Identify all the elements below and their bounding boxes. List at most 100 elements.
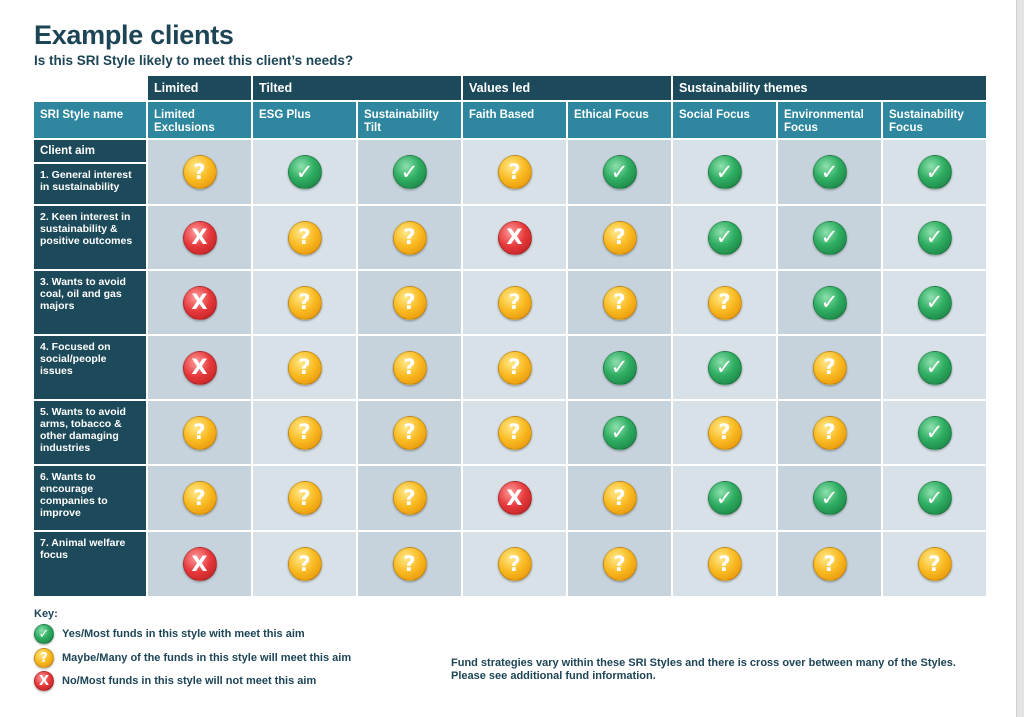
rating-cell: ?	[253, 532, 358, 598]
question-icon: ?	[287, 220, 322, 255]
rating-cell: ?	[778, 336, 883, 401]
client-aim-row-label: 3. Wants to avoid coal, oil and gas majo…	[34, 271, 148, 336]
question-icon: ?	[392, 350, 427, 385]
rating-cell: ✓	[253, 140, 358, 206]
question-icon: ?	[602, 547, 637, 581]
rating-cell: ?	[673, 271, 778, 336]
rating-cell: ?	[463, 336, 568, 401]
question-icon: ?	[287, 350, 322, 385]
question-icon: ?	[497, 415, 532, 450]
rating-cell: ✓	[883, 206, 988, 271]
check-icon: ✓	[392, 155, 427, 189]
key-item-maybe: ? Maybe/Many of the funds in this style w…	[34, 648, 351, 668]
question-icon: ?	[602, 220, 637, 255]
check-icon: ✓	[917, 350, 952, 385]
rating-cell: X	[148, 206, 253, 271]
key-item-no: X No/Most funds in this style will not me…	[34, 671, 316, 691]
rating-cell: ?	[463, 532, 568, 598]
check-icon: ✓	[812, 155, 847, 189]
rating-cell: ?	[358, 336, 463, 401]
rating-cell: ?	[148, 401, 253, 466]
question-icon: ?	[707, 415, 742, 450]
rating-cell: ?	[463, 140, 568, 206]
rating-cell: ?	[568, 532, 673, 598]
rating-cell: ?	[148, 140, 253, 206]
check-icon: ✓	[707, 155, 742, 189]
rating-cell: ✓	[883, 271, 988, 336]
question-icon: ?	[707, 547, 742, 581]
check-icon: ✓	[917, 415, 952, 450]
key-title: Key:	[34, 608, 58, 620]
question-icon: ?	[392, 547, 427, 581]
question-icon: ?	[287, 415, 322, 450]
page-title: Example clients	[34, 20, 234, 50]
check-icon: ✓	[602, 415, 637, 450]
style-header: Social Focus	[673, 102, 778, 140]
rating-cell: ?	[148, 466, 253, 532]
rating-cell: ✓	[883, 401, 988, 466]
rating-cell: ?	[673, 401, 778, 466]
question-icon: ?	[497, 350, 532, 385]
rating-cell: ✓	[673, 336, 778, 401]
question-icon: ?	[812, 547, 847, 581]
rating-cell: ?	[778, 532, 883, 598]
check-icon: ✓	[287, 155, 322, 189]
check-icon: ✓	[917, 285, 952, 320]
style-header: Limited Exclusions	[148, 102, 253, 140]
rating-cell: ?	[253, 271, 358, 336]
fund-note-line-1: Fund strategies vary within these SRI St…	[451, 657, 956, 669]
rating-cell: ?	[253, 466, 358, 532]
key-item-text: No/Most funds in this style will not mee…	[62, 675, 317, 687]
rating-cell: ?	[358, 206, 463, 271]
rating-cell: ?	[358, 401, 463, 466]
rating-cell: ✓	[778, 206, 883, 271]
question-icon: ?	[707, 285, 742, 320]
check-icon: ✓	[707, 350, 742, 385]
check-icon: ✓	[917, 481, 952, 515]
client-aim-row-label: 7. Animal welfare focus	[34, 532, 148, 598]
page-edge	[1016, 0, 1024, 717]
rating-cell: ✓	[568, 401, 673, 466]
question-icon: ?	[182, 155, 217, 189]
question-icon: ?	[497, 155, 532, 189]
question-icon: ?	[287, 481, 322, 515]
check-icon: ✓	[34, 624, 54, 644]
rating-cell: X	[148, 532, 253, 598]
check-icon: ✓	[917, 220, 952, 255]
style-header: Faith Based	[463, 102, 568, 140]
question-icon: ?	[392, 481, 427, 515]
question-icon: ?	[917, 547, 952, 581]
question-icon: ?	[392, 415, 427, 450]
question-icon: ?	[287, 285, 322, 320]
rating-cell: X	[148, 271, 253, 336]
key-item-yes: ✓ Yes/Most funds in this style with meet …	[34, 624, 305, 644]
rating-cell: ✓	[673, 140, 778, 206]
key-item-text: Yes/Most funds in this style with meet t…	[62, 628, 305, 640]
question-icon: ?	[497, 547, 532, 581]
question-icon: ?	[182, 415, 217, 450]
rating-cell: X	[463, 206, 568, 271]
rating-cell: X	[148, 336, 253, 401]
rating-cell: ?	[253, 206, 358, 271]
page-subtitle: Is this SRI Style likely to meet this cl…	[34, 53, 354, 68]
check-icon: ✓	[812, 285, 847, 320]
rating-cell: ?	[463, 271, 568, 336]
rating-cell: ✓	[883, 466, 988, 532]
fund-note-line-2: Please see additional fund information.	[451, 670, 656, 682]
rating-cell: ✓	[883, 140, 988, 206]
check-icon: ✓	[917, 155, 952, 189]
rating-cell: ?	[568, 206, 673, 271]
sri-style-name-header: SRI Style name	[34, 102, 148, 140]
key-item-text: Maybe/Many of the funds in this style wi…	[62, 652, 352, 664]
client-aim-row-label: 6. Wants to encourage companies to impro…	[34, 466, 148, 532]
style-header: Environmental Focus	[778, 102, 883, 140]
question-icon: ?	[602, 285, 637, 320]
question-icon: ?	[34, 648, 54, 668]
style-header: Sustainability Focus	[883, 102, 988, 140]
rating-cell: ✓	[778, 271, 883, 336]
cross-icon: X	[182, 220, 217, 255]
question-icon: ?	[812, 415, 847, 450]
check-icon: ✓	[602, 155, 637, 189]
rating-cell: X	[463, 466, 568, 532]
check-icon: ✓	[812, 481, 847, 515]
